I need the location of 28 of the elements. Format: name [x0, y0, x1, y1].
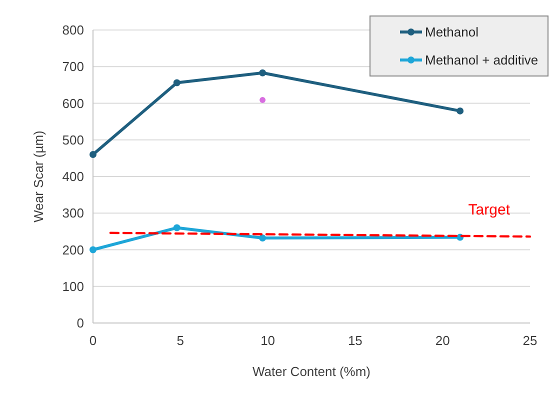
point	[456, 107, 464, 114]
series-label: Target	[468, 202, 511, 219]
x-tick-label: 25	[522, 333, 538, 348]
x-tick-label: 0	[89, 333, 97, 348]
y-tick-label: 700	[62, 59, 84, 74]
x-axis-title: Water Content (%m)	[252, 364, 370, 379]
point	[173, 79, 180, 86]
y-tick-label: 400	[62, 169, 84, 184]
y-tick-label: 800	[62, 22, 84, 38]
y-tick-label: 0	[76, 316, 84, 331]
point	[259, 234, 266, 242]
y-tick-label: 300	[62, 206, 84, 221]
y-tick-label: 100	[62, 278, 84, 294]
point	[259, 69, 266, 76]
legend-label: Methanol	[425, 24, 479, 40]
point	[260, 96, 266, 103]
point	[173, 224, 180, 232]
x-tick-label: 20	[435, 333, 450, 348]
y-tick-label: 600	[62, 96, 84, 111]
point	[90, 151, 96, 158]
legend-label: Methanol + additive	[425, 52, 538, 68]
x-tick-label: 10	[260, 333, 276, 348]
x-tick-label: 15	[348, 333, 362, 348]
x-tick-label: 5	[176, 333, 184, 348]
y-axis-title: Wear Scar (µm)	[31, 130, 46, 222]
y-tick-label: 200	[62, 242, 84, 258]
y-tick-label: 500	[62, 132, 84, 148]
point	[90, 246, 96, 254]
